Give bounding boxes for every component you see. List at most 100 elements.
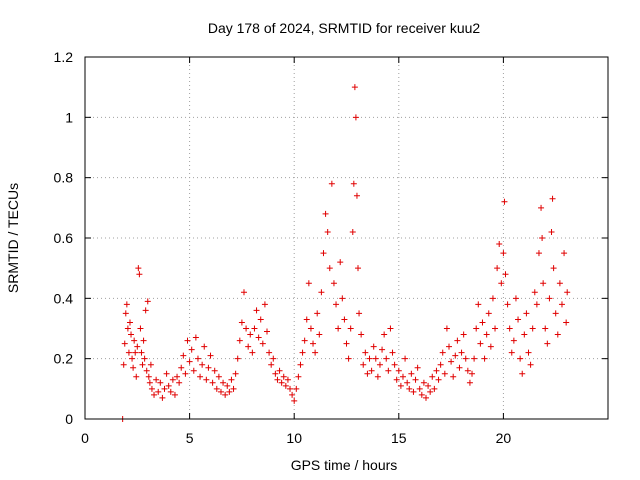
data-point [197, 373, 204, 380]
data-point [510, 337, 517, 344]
data-point [333, 301, 340, 308]
data-point [446, 343, 453, 350]
data-point [376, 361, 383, 368]
data-point [515, 316, 522, 323]
data-point [379, 346, 386, 353]
data-point [140, 337, 147, 344]
data-point [368, 367, 375, 374]
data-point [458, 349, 465, 356]
data-point [501, 198, 508, 205]
data-point [418, 391, 425, 398]
data-point [122, 310, 129, 317]
data-point [207, 352, 214, 359]
data-point [192, 334, 199, 341]
data-point [326, 265, 333, 272]
data-point [364, 370, 371, 377]
data-point [261, 301, 268, 308]
data-point [355, 265, 362, 272]
data-point [483, 331, 490, 338]
x-tick-label: 20 [496, 430, 512, 446]
data-point [393, 376, 400, 383]
data-point [137, 325, 144, 332]
data-point [456, 364, 463, 371]
data-point [427, 388, 434, 395]
data-point [167, 388, 174, 395]
data-point [397, 382, 404, 389]
data-point [558, 301, 565, 308]
data-point [228, 376, 235, 383]
y-tick-label: 0 [65, 411, 73, 427]
data-point [234, 355, 241, 362]
data-point [383, 355, 390, 362]
data-point [345, 355, 352, 362]
data-point [184, 337, 191, 344]
data-point [284, 376, 291, 383]
data-point [129, 355, 136, 362]
grid-lines [85, 57, 608, 419]
data-point [356, 310, 363, 317]
data-point [176, 379, 183, 386]
data-point [320, 250, 327, 257]
data-point [435, 376, 442, 383]
data-point [502, 271, 509, 278]
data-point [213, 385, 220, 392]
y-tick-label: 1.2 [54, 49, 74, 65]
data-point [349, 228, 356, 235]
data-point [209, 379, 216, 386]
data-point [481, 355, 488, 362]
data-point [314, 310, 321, 317]
data-point [521, 331, 528, 338]
data-point [473, 325, 480, 332]
data-point [125, 349, 132, 356]
data-point [402, 355, 409, 362]
data-point [466, 379, 473, 386]
data-point [362, 349, 369, 356]
data-point [538, 204, 545, 211]
data-point [328, 180, 335, 187]
data-point [531, 289, 538, 296]
data-point [133, 373, 140, 380]
data-point [278, 379, 285, 386]
data-point [217, 388, 224, 395]
data-point [276, 367, 283, 374]
data-point [205, 364, 212, 371]
data-point [542, 325, 549, 332]
data-point [519, 370, 526, 377]
data-point [143, 367, 150, 374]
data-point [123, 301, 130, 308]
data-point [259, 340, 266, 347]
data-point [251, 325, 258, 332]
data-point [540, 280, 547, 287]
data-point [249, 349, 256, 356]
data-point [487, 343, 494, 350]
data-point [431, 385, 438, 392]
data-point [406, 385, 413, 392]
data-point [414, 364, 421, 371]
data-point [299, 349, 306, 356]
data-point [399, 373, 406, 380]
data-point [358, 331, 365, 338]
data-point [316, 331, 323, 338]
data-point [126, 319, 133, 326]
data-point [492, 325, 499, 332]
data-point [141, 355, 148, 362]
data-point [240, 289, 247, 296]
chart-title: Day 178 of 2024, SRMTID for receiver kuu… [208, 20, 481, 36]
data-point [318, 289, 325, 296]
data-point [303, 316, 310, 323]
data-point [268, 361, 275, 368]
data-point [135, 265, 142, 272]
data-point [391, 361, 398, 368]
data-point [180, 352, 187, 359]
data-point [475, 301, 482, 308]
data-point [525, 349, 532, 356]
y-tick-label: 0.8 [54, 170, 74, 186]
data-point [155, 388, 162, 395]
data-point [389, 349, 396, 356]
data-point [257, 316, 264, 323]
data-point [471, 355, 478, 362]
data-point [301, 337, 308, 344]
data-point [422, 394, 429, 401]
data-point [161, 385, 168, 392]
